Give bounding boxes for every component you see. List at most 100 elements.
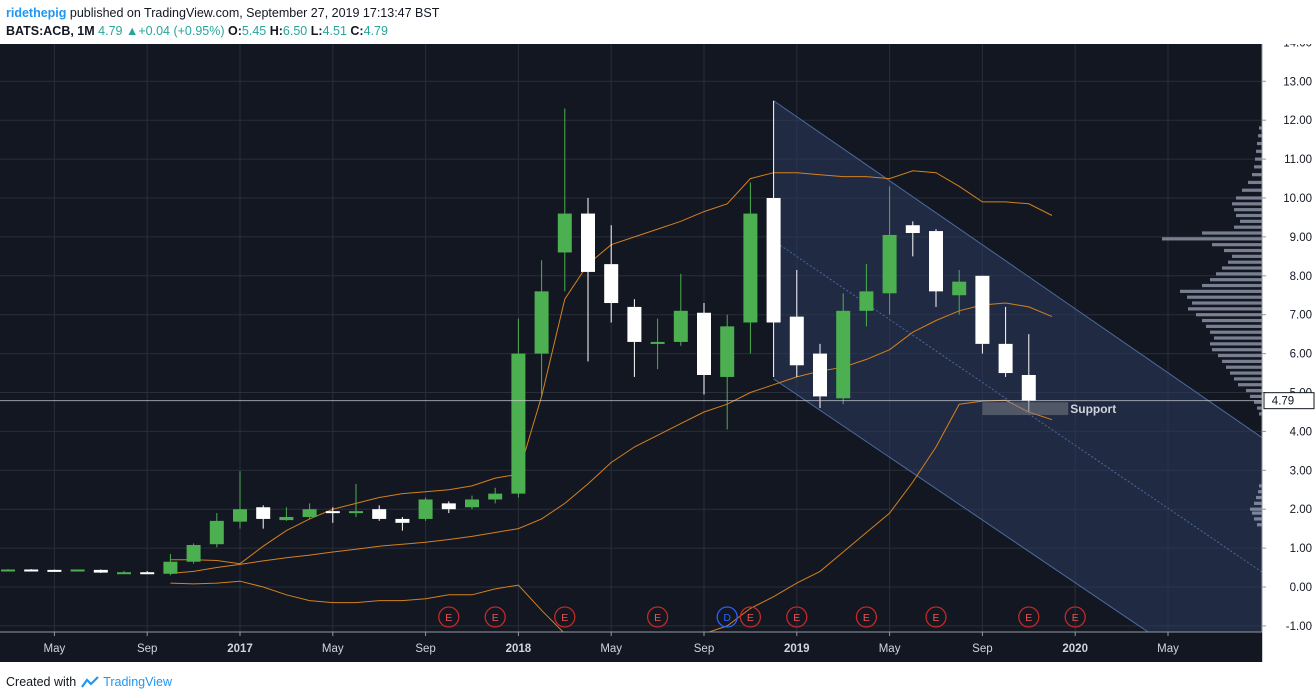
volume-profile-bar [1234,225,1262,229]
candle [47,569,62,572]
candle-body [418,499,433,519]
candle-body [975,275,990,344]
candle-body [302,509,317,517]
last-price: 4.79 [98,24,123,38]
earnings-marker: E [646,606,669,628]
price-change: +0.04 (+0.95%) [138,24,225,38]
candle [233,471,247,529]
candle [905,221,920,257]
volume-profile-bar [1242,188,1262,192]
volume-profile-bar [1212,348,1262,352]
ohlc-line: BATS:ACB, 1M 4.79 ▲+0.04 (+0.95%) O:5.45… [6,22,1306,40]
candle-body [349,511,363,514]
footer: Created with TradingView [6,672,172,692]
volume-profile-bar [1180,289,1262,293]
candle [209,513,224,548]
volume-profile-bar [1226,365,1262,369]
candle [557,108,572,292]
volume-profile-bar [1238,383,1262,387]
price-axis-background [1262,44,1316,662]
candle [1021,334,1036,412]
marker-circle [1018,606,1040,628]
time-tick-label: 2019 [784,643,810,655]
earnings-marker: E [855,606,878,628]
marker-circle [438,606,460,628]
support-zone: Support [982,402,1116,416]
candle [836,293,851,405]
price-tick-label: 13.00 [1283,76,1312,88]
candlestick-series [1,100,1036,576]
price-axis[interactable]: 14.00 13.00 12.00 11.00 10.00 9.00 8.00 7.00 6.0… [1261,44,1316,662]
volume-profile-bar [1187,295,1262,299]
marker-circle [646,606,669,628]
candle [117,571,131,575]
volume-profile-bar [1258,134,1262,138]
candle [813,343,827,409]
time-tick-label: May [322,643,344,655]
candle-body [325,511,340,514]
candle [581,198,595,362]
marker-circle [786,606,808,628]
volume-profile-bar [1248,180,1262,185]
volume-profile-bar [1257,141,1262,146]
candle [604,225,619,323]
candle-body [279,516,294,521]
volume-profile-bar [1254,517,1262,521]
open-value: 5.45 [241,24,267,38]
volume-profile-bar [1252,173,1262,177]
volume-profile-bar [1224,248,1262,253]
time-tick-label: May [879,643,901,655]
marker-circle [855,606,878,628]
volume-profile-bar [1202,283,1262,288]
volume-profile-bar [1240,219,1262,223]
candle [24,569,39,572]
volume-profile-bar [1192,301,1262,305]
candle [1,569,15,572]
volume-profile-bar [1210,342,1262,346]
earnings-marker: E [786,606,808,628]
volume-profile-bar [1256,495,1262,500]
candle-body [534,291,549,354]
candle-body [905,225,920,234]
time-tick-label: Sep [972,643,992,655]
candle-body [1021,374,1036,401]
candle [256,505,271,529]
earnings-marker: E [925,606,947,628]
volume-profile-bar [1250,394,1262,398]
price-tick-label: 10.00 [1283,193,1312,205]
candle [302,503,317,519]
candle [789,269,804,377]
candle [766,100,781,377]
low-label: L: [310,24,323,38]
time-axis[interactable]: May Sep 2017 May Sep 2018 May Sep 2019 May Sep 2020… [0,631,1262,662]
volume-profile-bar [1188,307,1262,311]
volume-profile-bar [1259,126,1262,130]
volume-profile-bar [1254,501,1262,505]
earnings-marker: E [1064,606,1086,628]
username-link[interactable]: ridethepig [6,6,67,20]
candle [372,505,387,521]
volume-profile-bar [1258,490,1262,494]
up-arrow-icon: ▲ [125,24,139,38]
high-label: H: [269,24,283,38]
candle-body [720,326,735,377]
candle-body [186,544,201,562]
volume-profile-bar [1236,196,1262,200]
time-tick-label: 2020 [1062,643,1088,655]
tradingview-logo[interactable]: TradingView [80,675,172,689]
candle [395,516,410,531]
last-price-badge [1263,392,1315,410]
volume-profile-bar [1228,260,1262,264]
close-value: 4.79 [363,24,388,38]
candle [720,314,735,430]
candle [511,318,526,498]
volume-profile-bar [1232,202,1262,206]
time-axis-background [0,632,1262,662]
price-tick-label: 0.00 [1290,582,1312,594]
candle-body [604,264,619,304]
candle [349,483,363,517]
marker-label: E [654,612,661,624]
high-value: 6.50 [282,24,308,38]
price-chart[interactable]: Support E E E E D E E E E E E 14.00 13.00 12.00 11.00… [0,44,1316,662]
